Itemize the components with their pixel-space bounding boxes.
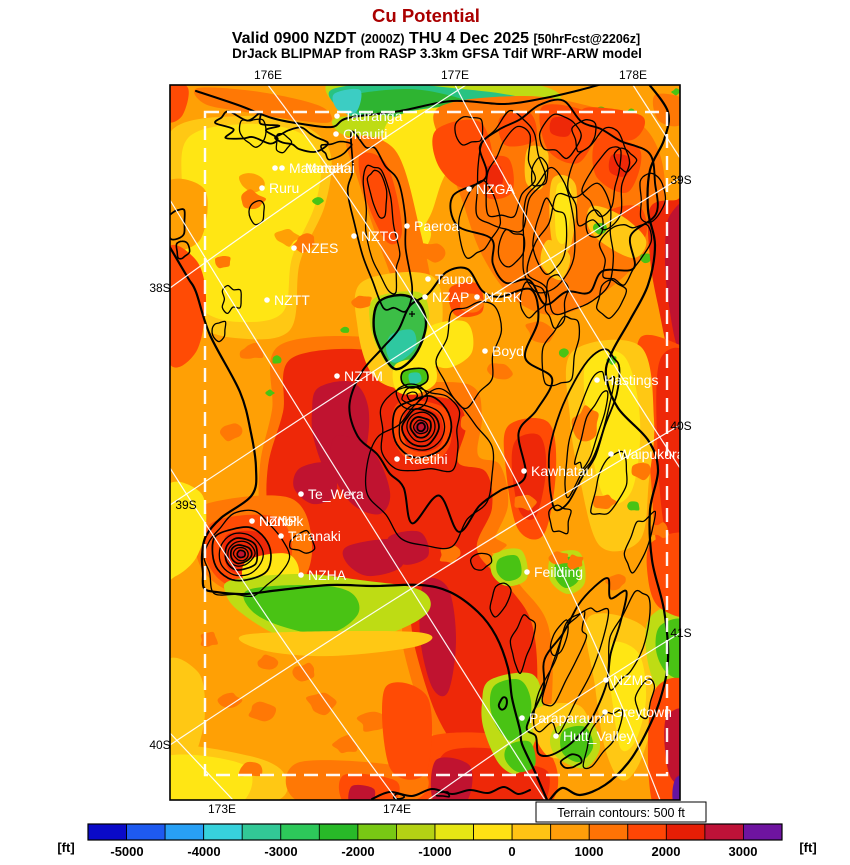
svg-text:NZMS: NZMS [613,672,653,688]
svg-text:-1000: -1000 [418,844,451,859]
svg-text:39S: 39S [670,173,691,187]
svg-text:Taupo: Taupo [435,271,473,287]
svg-text:40S: 40S [149,738,170,752]
svg-text:-2000: -2000 [341,844,374,859]
svg-text:1000: 1000 [575,844,604,859]
svg-text:Matahai: Matahai [305,160,355,176]
svg-text:Te_Wera: Te_Wera [308,486,364,502]
svg-text:NZTO: NZTO [361,228,399,244]
svg-text:176E: 176E [254,68,282,82]
svg-text:41S: 41S [670,626,691,640]
svg-text:Kawhatau: Kawhatau [531,463,593,479]
svg-text:178E: 178E [619,68,647,82]
svg-text:39S: 39S [175,498,196,512]
svg-text:Ruru: Ruru [269,180,299,196]
svg-text:-4000: -4000 [187,844,220,859]
svg-text:Cu Potential: Cu Potential [372,5,480,26]
svg-text:Terrain contours: 500 ft: Terrain contours: 500 ft [557,806,685,820]
svg-text:3000: 3000 [729,844,758,859]
svg-text:Ohauiti: Ohauiti [343,126,387,142]
svg-text:-5000: -5000 [110,844,143,859]
svg-text:Boyd: Boyd [492,343,524,359]
svg-text:NZRK: NZRK [484,289,523,305]
svg-text:Paraparaumu: Paraparaumu [529,710,614,726]
svg-text:NZTT: NZTT [274,292,310,308]
svg-text:[ft]: [ft] [799,840,816,855]
svg-text:Waipukurau: Waipukurau [618,446,692,462]
svg-text:174E: 174E [383,802,411,816]
svg-text:Feilding: Feilding [534,564,583,580]
svg-text:Raetihi: Raetihi [404,451,448,467]
svg-text:NZES: NZES [301,240,338,256]
svg-text:0: 0 [508,844,515,859]
svg-text:[ft]: [ft] [57,840,74,855]
svg-text:NZNP: NZNP [259,513,297,529]
svg-text:NZTM: NZTM [344,368,383,384]
svg-text:38S: 38S [149,281,170,295]
svg-text:Valid 0900 NZDT (2000Z) THU 4: Valid 0900 NZDT (2000Z) THU 4 Dec 2025 [… [232,30,640,47]
svg-text:Hastings: Hastings [604,372,658,388]
svg-text:Greytown: Greytown [612,704,672,720]
svg-text:DrJack BLIPMAP from RASP 3.3km: DrJack BLIPMAP from RASP 3.3km GFSA Tdif… [232,46,642,61]
svg-text:NZHA: NZHA [308,567,347,583]
svg-text:Tauranga: Tauranga [344,108,403,124]
svg-text:173E: 173E [208,802,236,816]
svg-text:2000: 2000 [652,844,681,859]
svg-text:NZGA: NZGA [476,181,516,197]
svg-text:Hutt_Valley: Hutt_Valley [563,728,634,744]
svg-text:Matamata: Matamata [289,160,351,176]
svg-text:-3000: -3000 [264,844,297,859]
svg-text:NZAP: NZAP [432,289,469,305]
svg-text:Paeroa: Paeroa [414,218,459,234]
svg-text:177E: 177E [441,68,469,82]
svg-text:40S: 40S [670,419,691,433]
svg-text:Norfolk: Norfolk [259,513,304,529]
svg-text:Taranaki: Taranaki [288,528,341,544]
